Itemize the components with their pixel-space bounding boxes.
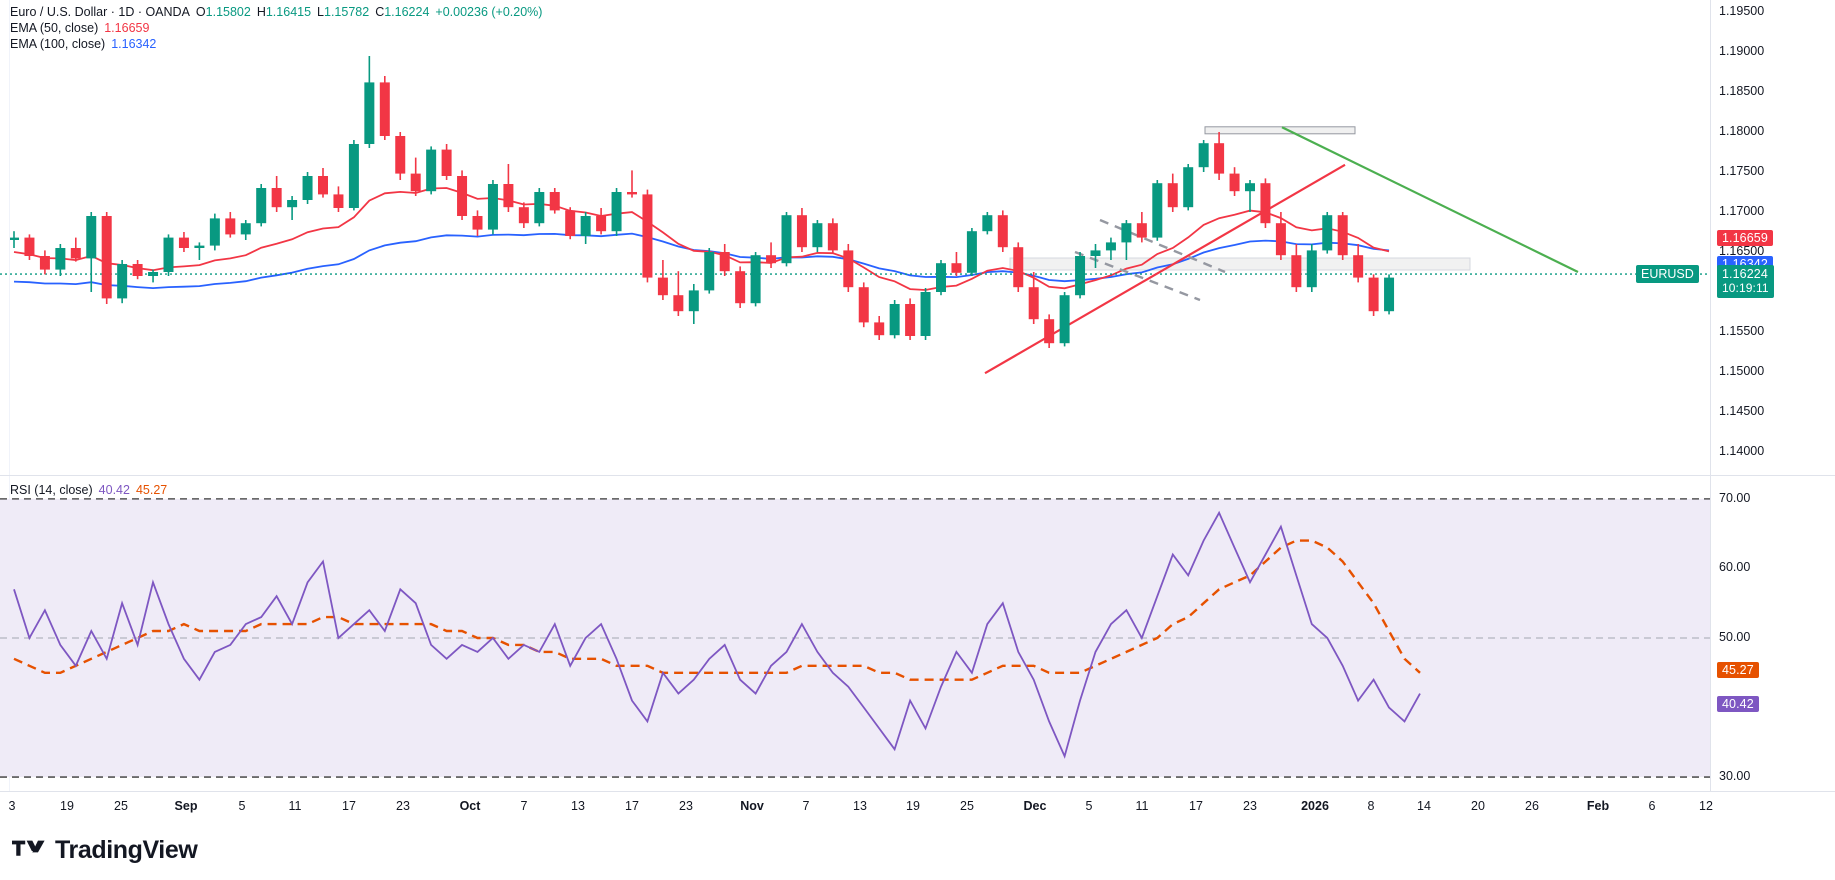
time-tick-11: 11 <box>1135 799 1149 813</box>
price-tick-1-16500: 1.16500 <box>1719 244 1765 258</box>
time-tick-23: 23 <box>396 799 410 813</box>
time-tick-2026: 2026 <box>1301 799 1329 813</box>
time-tick-3: 3 <box>8 799 16 813</box>
rsi-pane[interactable] <box>0 478 1710 791</box>
time-tick-7: 7 <box>520 799 528 813</box>
pane-divider-top <box>0 475 1835 476</box>
time-tick-25: 25 <box>114 799 128 813</box>
price-tick-1-17500: 1.17500 <box>1719 164 1765 178</box>
rsi-tick-50-00: 50.00 <box>1719 629 1751 644</box>
time-tick-25: 25 <box>960 799 974 813</box>
time-tick-8: 8 <box>1367 799 1375 813</box>
price-tick-1-14000: 1.14000 <box>1719 444 1765 458</box>
price-tick-1-19500: 1.19500 <box>1719 4 1765 18</box>
price-axis[interactable]: 1.19500 1.19000 1.18500 1.18000 1.17500 1.170… <box>1636 0 1835 791</box>
time-tick-5: 5 <box>1085 799 1093 813</box>
time-tick-feb: Feb <box>1586 799 1610 813</box>
price-axis-divider <box>1710 0 1711 791</box>
price-tick-1-15500: 1.15500 <box>1719 324 1765 338</box>
tradingview-mark-icon <box>12 840 45 856</box>
time-tick-sep: Sep <box>174 799 198 813</box>
last-price-tag[interactable]: 1.16224 10:19:11 <box>1717 265 1774 299</box>
time-tick-20: 20 <box>1471 799 1485 813</box>
tradingview-logo[interactable]: TradingView <box>12 836 198 865</box>
time-tick-17: 17 <box>1189 799 1203 813</box>
time-tick-13: 13 <box>853 799 867 813</box>
footer-band <box>0 826 1835 880</box>
time-tick-13: 13 <box>571 799 585 813</box>
price-chart-svg <box>0 56 1710 375</box>
time-tick-19: 19 <box>60 799 74 813</box>
rsi-tick-30-00: 30.00 <box>1719 769 1751 784</box>
time-tick-dec: Dec <box>1023 799 1047 813</box>
time-tick-17: 17 <box>625 799 639 813</box>
time-tick-26: 26 <box>1525 799 1539 813</box>
rsi-chart-svg <box>0 498 1710 778</box>
pane-left-border <box>9 0 10 791</box>
price-pane[interactable] <box>0 0 1710 472</box>
rsi-tick-70-00: 70.00 <box>1719 490 1751 505</box>
time-tick-23: 23 <box>1243 799 1257 813</box>
time-tick-12: 12 <box>1699 799 1713 813</box>
rsi-ma-tag[interactable]: 45.27 <box>1717 661 1759 678</box>
price-tick-1-17000: 1.17000 <box>1719 204 1765 218</box>
time-tick-19: 19 <box>906 799 920 813</box>
rsi-value-tag[interactable]: 40.42 <box>1717 695 1759 712</box>
price-tick-1-14500: 1.14500 <box>1719 404 1765 418</box>
pane-divider-bottom <box>0 791 1835 792</box>
time-tick-nov: Nov <box>740 799 764 813</box>
ema50-price-tag[interactable]: 1.16659 <box>1717 230 1773 247</box>
time-tick-17: 17 <box>342 799 356 813</box>
time-axis[interactable]: 3 19 25 Sep 5 11 17 23 Oct 7 13 17 23 Nov 7 13 19 25 Dec 5 1… <box>0 792 1713 826</box>
time-tick-5: 5 <box>238 799 246 813</box>
price-tick-1-15000: 1.15000 <box>1719 364 1765 378</box>
price-tick-1-19000: 1.19000 <box>1719 44 1765 58</box>
symbol-badge[interactable]: EURUSD <box>1636 265 1699 284</box>
rsi-tick-60-00: 60.00 <box>1719 560 1751 575</box>
price-tick-1-18000: 1.18000 <box>1719 124 1765 138</box>
price-tick-1-18500: 1.18500 <box>1719 84 1765 98</box>
time-tick-oct: Oct <box>459 799 481 813</box>
time-tick-7: 7 <box>802 799 810 813</box>
tradingview-wordmark: TradingView <box>55 836 198 864</box>
time-tick-14: 14 <box>1417 799 1431 813</box>
time-tick-11: 11 <box>288 799 302 813</box>
time-tick-6: 6 <box>1648 799 1656 813</box>
time-tick-23: 23 <box>679 799 693 813</box>
